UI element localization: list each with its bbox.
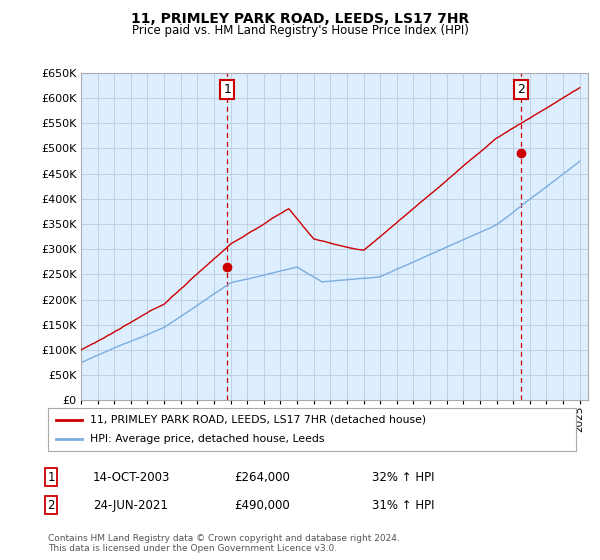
- Text: HPI: Average price, detached house, Leeds: HPI: Average price, detached house, Leed…: [90, 435, 325, 444]
- Text: 2: 2: [517, 83, 525, 96]
- Text: Price paid vs. HM Land Registry's House Price Index (HPI): Price paid vs. HM Land Registry's House …: [131, 24, 469, 37]
- Text: £264,000: £264,000: [234, 470, 290, 484]
- Text: 11, PRIMLEY PARK ROAD, LEEDS, LS17 7HR (detached house): 11, PRIMLEY PARK ROAD, LEEDS, LS17 7HR (…: [90, 415, 427, 424]
- Text: 1: 1: [223, 83, 231, 96]
- Text: 24-JUN-2021: 24-JUN-2021: [93, 498, 168, 512]
- Text: 32% ↑ HPI: 32% ↑ HPI: [372, 470, 434, 484]
- Text: £490,000: £490,000: [234, 498, 290, 512]
- Text: 1: 1: [47, 470, 55, 484]
- Text: Contains HM Land Registry data © Crown copyright and database right 2024.
This d: Contains HM Land Registry data © Crown c…: [48, 534, 400, 553]
- Text: 31% ↑ HPI: 31% ↑ HPI: [372, 498, 434, 512]
- Text: 14-OCT-2003: 14-OCT-2003: [93, 470, 170, 484]
- Text: 2: 2: [47, 498, 55, 512]
- Text: 11, PRIMLEY PARK ROAD, LEEDS, LS17 7HR: 11, PRIMLEY PARK ROAD, LEEDS, LS17 7HR: [131, 12, 469, 26]
